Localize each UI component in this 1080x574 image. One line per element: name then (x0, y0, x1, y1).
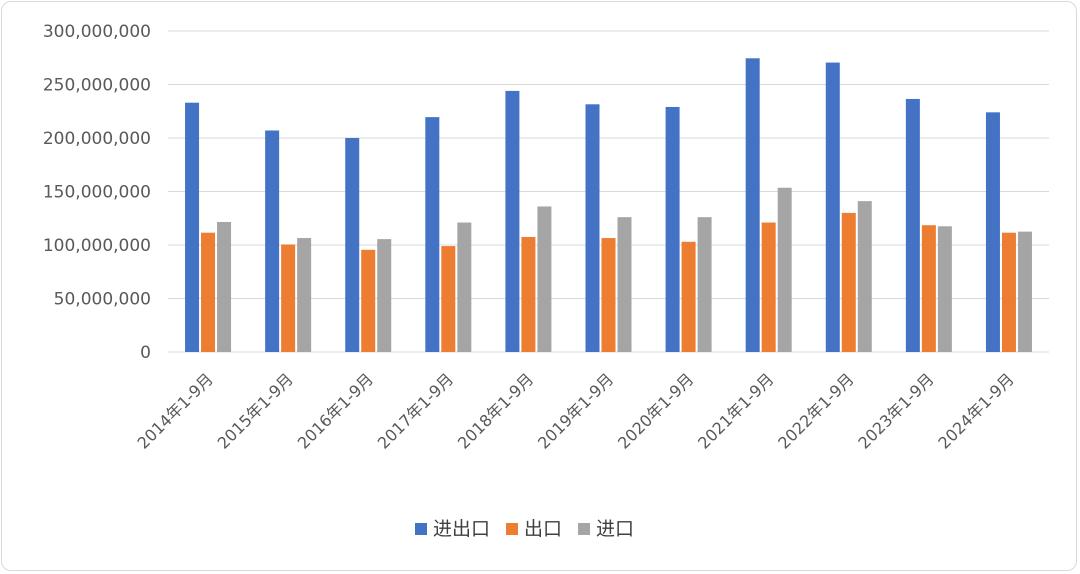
y-axis-ticks: 0 50,000,000 100,000,000 150,000,000 200,000… (43, 22, 151, 363)
bar (505, 90, 520, 353)
gridlines (168, 30, 1049, 353)
bar (841, 212, 856, 352)
bar (537, 206, 552, 352)
legend-swatch (415, 523, 427, 535)
x-tick-label: 2017年1-9月 (374, 369, 457, 452)
bar (777, 187, 792, 352)
bar (425, 117, 440, 352)
bar (521, 236, 536, 352)
bar (985, 112, 1000, 352)
bar (297, 238, 312, 352)
legend: 进出口 出口 进口 (415, 518, 634, 540)
y-tick-label: 100,000,000 (43, 236, 151, 256)
legend-swatch (578, 523, 591, 535)
bar (921, 225, 936, 352)
bar (761, 222, 776, 352)
bars (185, 58, 1032, 353)
bar (217, 221, 232, 352)
bar (857, 201, 872, 352)
y-tick-label: 200,000,000 (43, 129, 151, 149)
legend-label: 进口 (596, 518, 634, 540)
bar (201, 232, 216, 352)
bar (185, 102, 200, 352)
bar (1017, 231, 1032, 352)
x-tick-label: 2023年1-9月 (854, 369, 937, 452)
y-tick-label: 250,000,000 (43, 76, 151, 96)
legend-label: 进出口 (433, 518, 490, 540)
bar (745, 58, 760, 352)
x-tick-label: 2014年1-9月 (134, 369, 217, 452)
bar (457, 222, 472, 352)
bar (681, 241, 696, 352)
bar (441, 246, 456, 352)
bar (1001, 232, 1016, 352)
bar (905, 98, 920, 352)
y-tick-label: 300,000,000 (43, 22, 151, 42)
x-axis-ticks: 2014年1-9月2015年1-9月2016年1-9月2017年1-9月2018… (134, 369, 1018, 452)
bar (601, 238, 616, 352)
x-tick-label: 2020年1-9月 (614, 369, 697, 452)
x-tick-label: 2015年1-9月 (214, 369, 297, 452)
bar (281, 244, 296, 352)
bar (665, 106, 680, 352)
y-tick-label: 50,000,000 (54, 290, 151, 310)
x-tick-label: 2022年1-9月 (774, 369, 857, 452)
x-tick-label: 2021年1-9月 (694, 369, 777, 452)
y-tick-label: 0 (140, 343, 151, 363)
bar (265, 130, 280, 352)
x-tick-label: 2024年1-9月 (934, 369, 1017, 452)
bar (617, 217, 632, 352)
legend-label: 出口 (524, 518, 562, 540)
y-tick-label: 150,000,000 (43, 183, 151, 203)
x-tick-label: 2018年1-9月 (454, 369, 537, 452)
bar (697, 217, 712, 352)
legend-swatch (506, 523, 519, 535)
bar (585, 104, 600, 352)
bar (825, 62, 840, 352)
bar (345, 138, 360, 352)
bar (377, 239, 392, 352)
bar (937, 226, 952, 352)
bar (361, 249, 376, 352)
x-tick-label: 2016年1-9月 (294, 369, 377, 452)
x-tick-label: 2019年1-9月 (534, 369, 617, 452)
